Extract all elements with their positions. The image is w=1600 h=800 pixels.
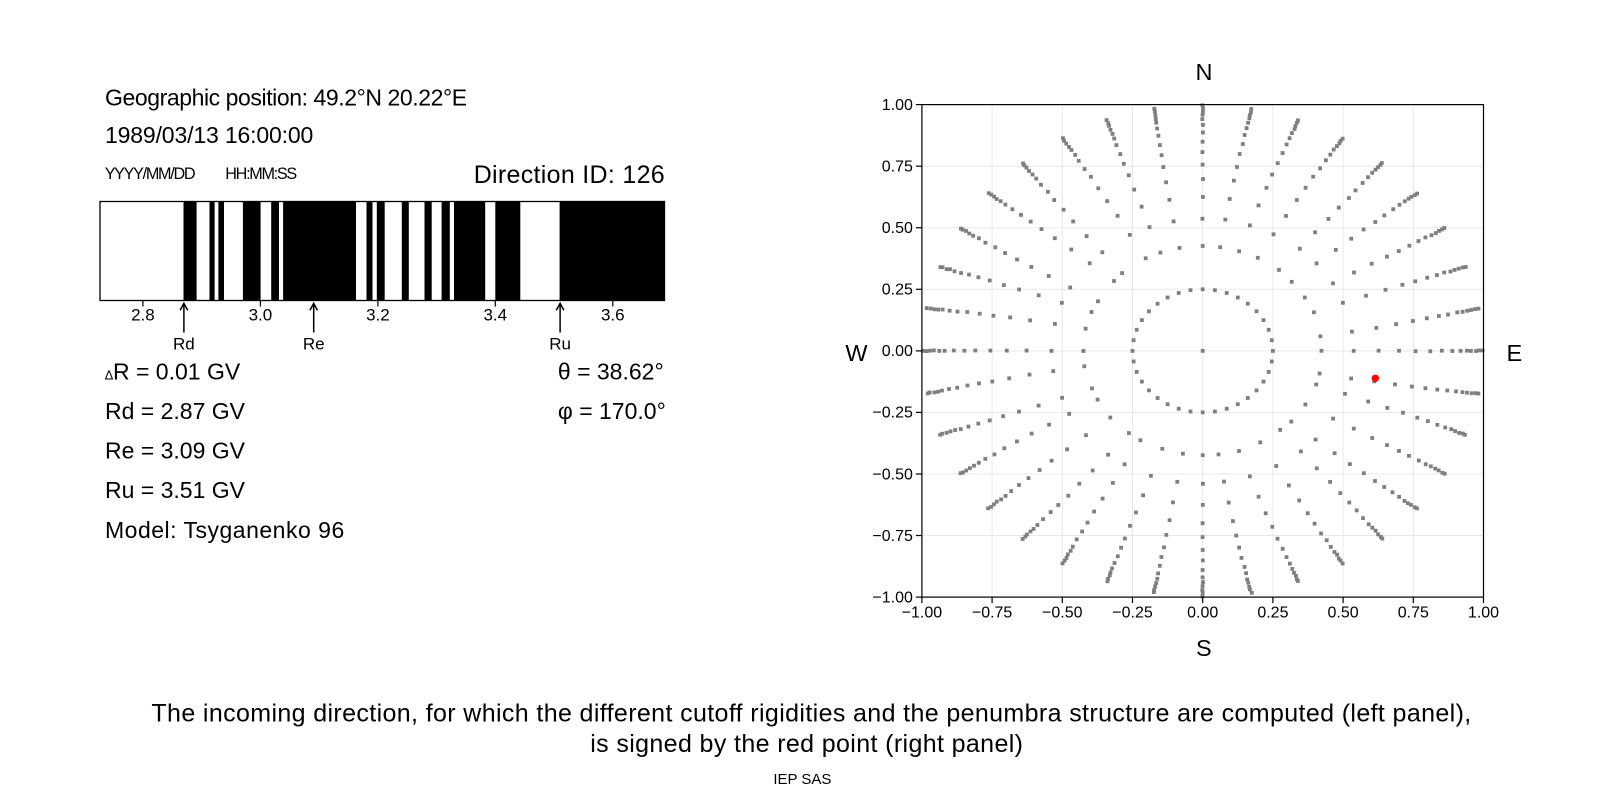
svg-text:θ = 38.62°: θ = 38.62°	[558, 359, 664, 385]
svg-text:0.25: 0.25	[1257, 605, 1288, 622]
svg-text:−0.25: −0.25	[1112, 605, 1153, 622]
svg-text:IEP SAS: IEP SAS	[773, 771, 831, 788]
svg-text:0.50: 0.50	[882, 220, 913, 237]
svg-text:The incoming direction, for wh: The incoming direction, for which the di…	[151, 699, 1471, 727]
svg-text:−0.25: −0.25	[872, 405, 913, 422]
svg-text:is signed by the red point (ri: is signed by the red point (right panel)	[590, 730, 1023, 758]
svg-text:−0.50: −0.50	[1042, 605, 1083, 622]
svg-text:0.50: 0.50	[1328, 605, 1359, 622]
svg-text:Ru: Ru	[549, 335, 571, 354]
svg-text:Geographic position: 49.2°N 20: Geographic position: 49.2°N 20.22°E	[105, 85, 467, 111]
svg-text:S: S	[1196, 635, 1212, 661]
svg-text:−0.50: −0.50	[872, 466, 913, 483]
svg-text:φ = 170.0°: φ = 170.0°	[558, 398, 666, 424]
svg-text:−0.75: −0.75	[872, 528, 913, 545]
svg-text:HH:MM:SS: HH:MM:SS	[225, 165, 297, 183]
svg-text:0.00: 0.00	[1187, 605, 1218, 622]
svg-text:−1.00: −1.00	[902, 605, 943, 622]
svg-text:YYYY/MM/DD: YYYY/MM/DD	[105, 165, 195, 183]
svg-text:∆R = 0.01 GV: ∆R = 0.01 GV	[105, 359, 241, 385]
svg-text:Rd = 2.87 GV: Rd = 2.87 GV	[105, 398, 246, 424]
svg-text:Ru = 3.51 GV: Ru = 3.51 GV	[105, 477, 246, 503]
svg-text:3.4: 3.4	[483, 305, 507, 324]
svg-text:0.00: 0.00	[882, 343, 913, 360]
svg-text:Model: Tsyganenko 96: Model: Tsyganenko 96	[105, 517, 345, 543]
svg-text:1.00: 1.00	[882, 97, 913, 114]
svg-text:3.0: 3.0	[249, 305, 273, 324]
svg-text:2.8: 2.8	[131, 305, 155, 324]
svg-text:−1.00: −1.00	[872, 589, 913, 606]
svg-text:1989/03/13 16:00:00: 1989/03/13 16:00:00	[105, 122, 313, 148]
svg-text:Rd: Rd	[173, 335, 195, 354]
svg-text:0.25: 0.25	[882, 282, 913, 299]
svg-text:3.6: 3.6	[601, 305, 625, 324]
svg-text:E: E	[1506, 340, 1522, 366]
svg-text:Re: Re	[303, 335, 325, 354]
svg-text:W: W	[845, 340, 868, 366]
svg-text:0.75: 0.75	[882, 159, 913, 176]
svg-text:−0.75: −0.75	[972, 605, 1013, 622]
svg-text:1.00: 1.00	[1468, 605, 1499, 622]
svg-text:N: N	[1196, 59, 1213, 85]
svg-text:3.2: 3.2	[366, 305, 390, 324]
svg-text:Re = 3.09 GV: Re = 3.09 GV	[105, 437, 246, 463]
svg-text:Direction ID: 126: Direction ID: 126	[474, 161, 665, 189]
svg-text:0.75: 0.75	[1398, 605, 1429, 622]
